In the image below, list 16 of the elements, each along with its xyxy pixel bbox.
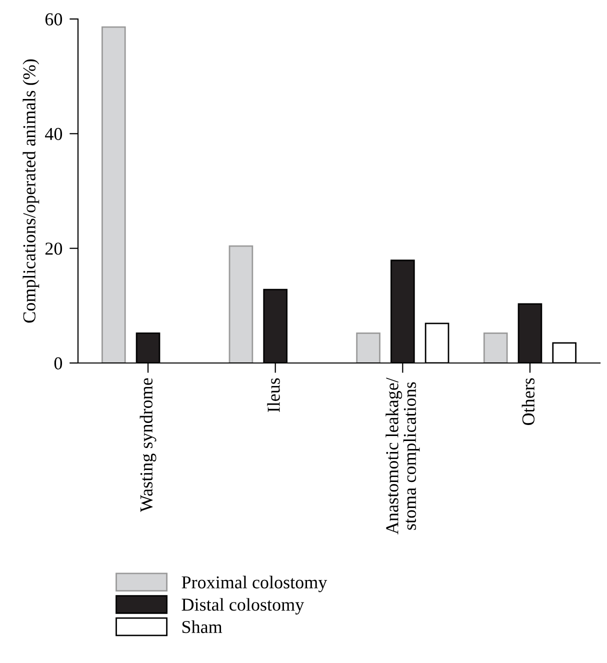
x-tick-label: Ileus (267, 378, 280, 412)
bar (101, 26, 126, 363)
x-tick-label: Anastomotic leakage/ stoma complications (386, 378, 420, 534)
legend-label: Distal colostomy (182, 598, 304, 614)
legend-label: Proximal colostomy (182, 576, 328, 592)
x-tick-label: Others (522, 378, 534, 425)
y-tick-label: 20 (45, 242, 62, 255)
x-tick-label: Wasting syndrome (140, 378, 156, 512)
bar (356, 332, 380, 363)
legend-label: Sham (182, 620, 222, 634)
bar (483, 332, 508, 363)
y-tick-label: 40 (45, 128, 62, 140)
y-axis-title: Complications/operated animals (%) (22, 59, 40, 323)
y-tick-label: 0 (54, 357, 62, 370)
bar (228, 245, 254, 363)
y-tick-label: 60 (45, 13, 62, 26)
